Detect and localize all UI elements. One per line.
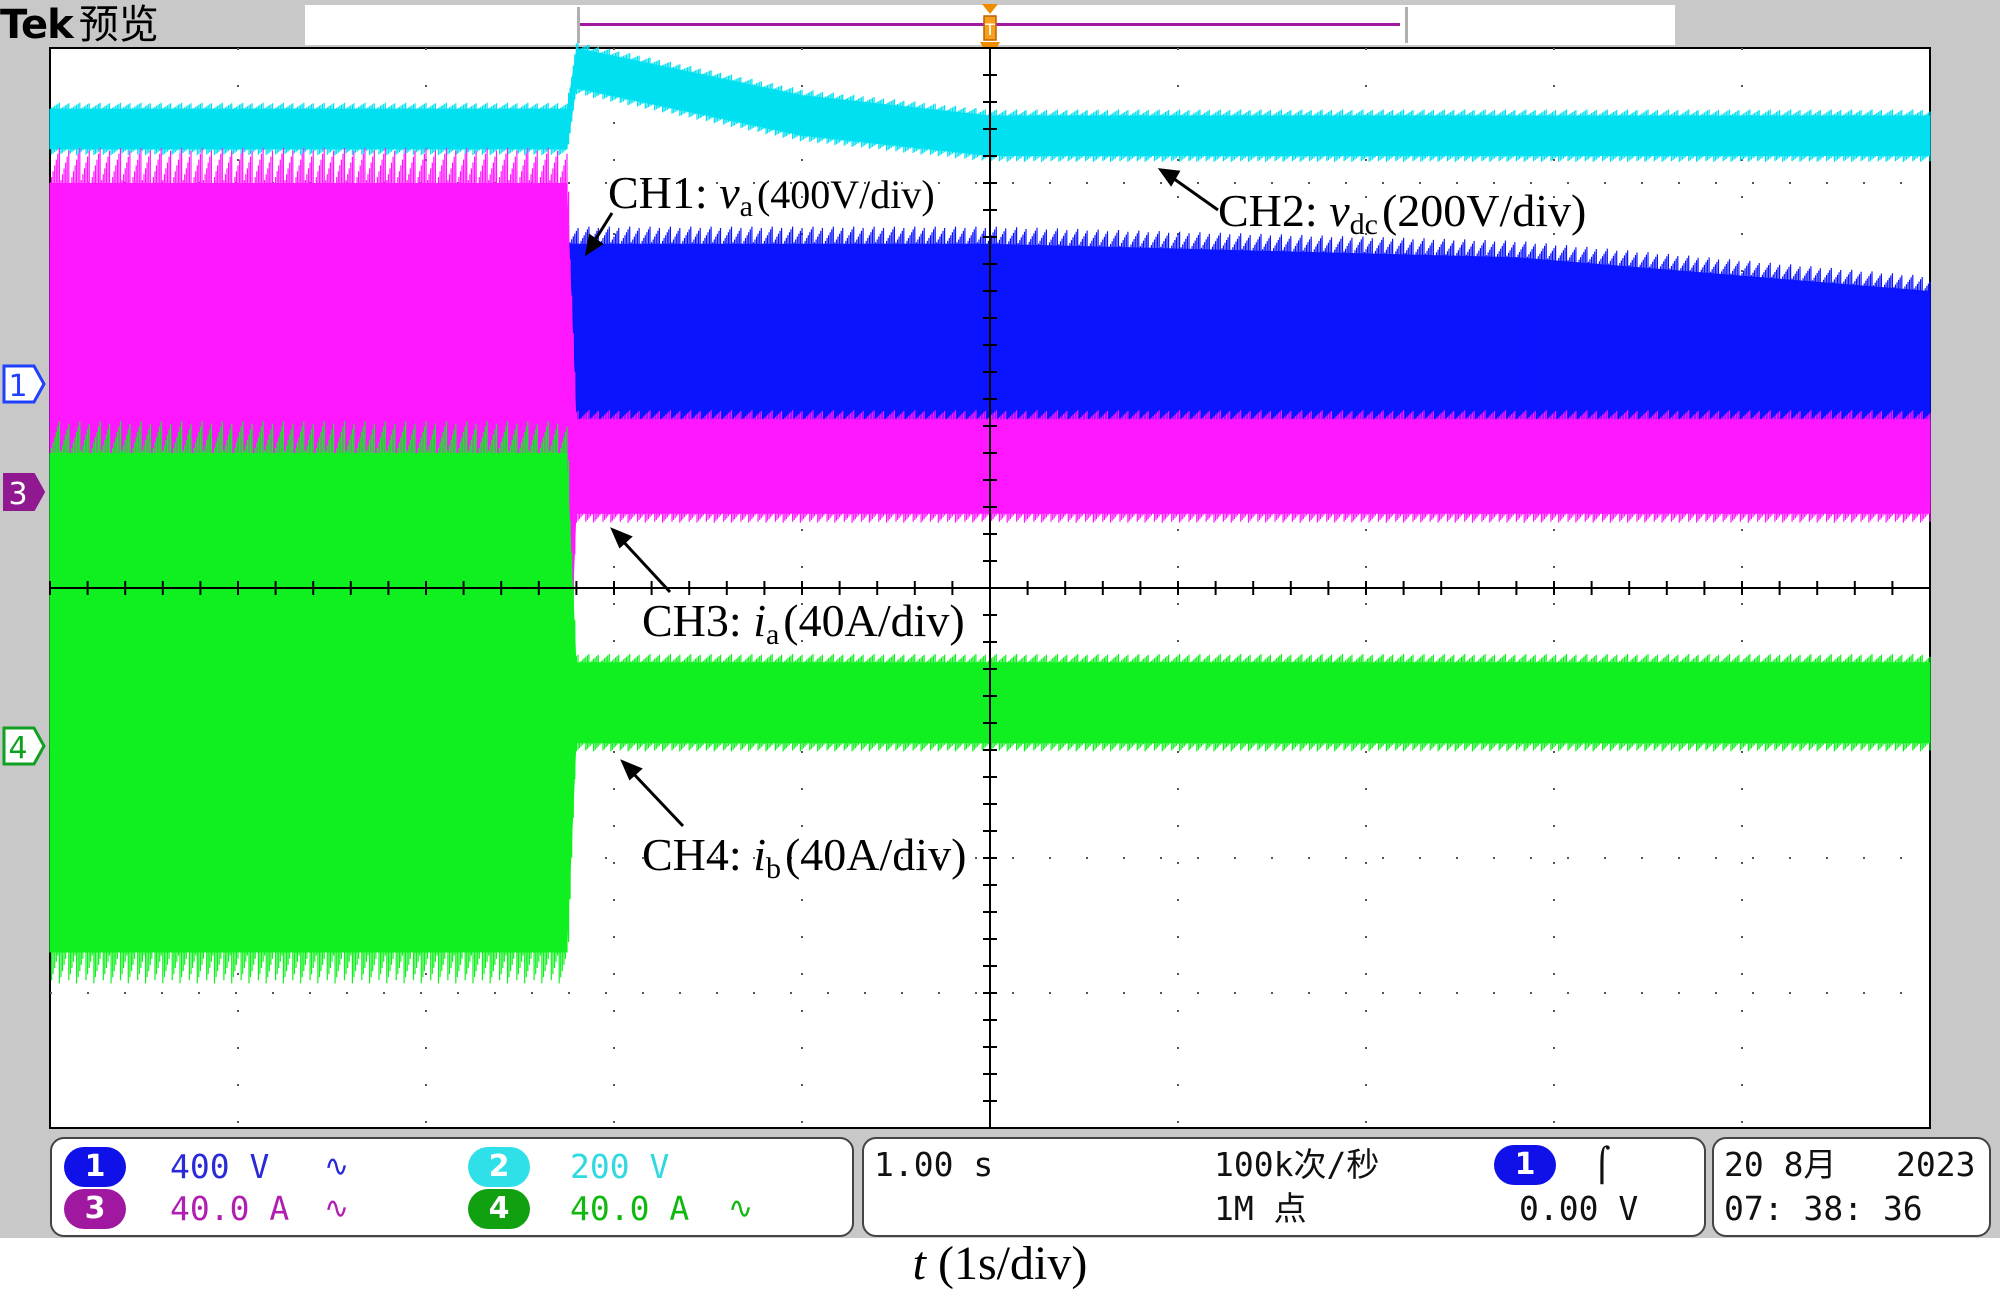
channel-marker-1[interactable]: 1	[2, 364, 46, 404]
ch3-arrowhead	[610, 527, 633, 549]
trace-4-spikes	[49, 421, 1931, 984]
trace-1	[49, 42, 1931, 162]
ch4-arrow	[628, 768, 685, 828]
x-axis-var: t	[912, 1237, 926, 1290]
ch3-annotation: CH3: ia(40A/div)	[642, 595, 965, 651]
ch1-annotation: CH1: va (400V/div)	[608, 167, 935, 223]
ch4-annotation: CH4: ib(40A/div)	[642, 829, 966, 885]
time-readout: 07: 38: 36	[1724, 1189, 1923, 1228]
ch2-arrowhead	[1157, 168, 1181, 187]
ch4-badge[interactable]: 4	[468, 1189, 530, 1229]
ch2-annotation: CH2: vdc(200V/div)	[1218, 185, 1586, 241]
trigger-slope-icon: ⌠	[1592, 1145, 1612, 1184]
channel-readout-panel: 1 400 V ∿ 2 200 V 3 40.0 A ∿ 4 40.0 A ∿	[50, 1137, 854, 1237]
horizontal-trigger-panel: 1.00 s 100k次/秒 1M 点 1 ⌠ 0.00 V	[862, 1137, 1706, 1237]
ch1-scale: 400 V	[170, 1147, 270, 1186]
year-readout: 2023	[1896, 1145, 1976, 1184]
ch2-arrow	[1169, 174, 1219, 212]
trigger-level-readout: 0.00 V	[1519, 1189, 1639, 1228]
date-readout: 20 8月	[1724, 1145, 1837, 1184]
annotation-arrows	[584, 168, 1219, 828]
ch1-coupling-icon: ∿	[324, 1149, 350, 1184]
ch3-coupling-icon: ∿	[324, 1191, 350, 1226]
tek-logo: Tek	[0, 2, 74, 48]
channel-marker-3-label: 3	[8, 477, 27, 512]
ch3-badge[interactable]: 3	[64, 1189, 126, 1229]
svg-text:T: T	[984, 20, 995, 39]
status-bar: 1 400 V ∿ 2 200 V 3 40.0 A ∿ 4 40.0 A ∿ …	[50, 1137, 1991, 1237]
ch2-badge[interactable]: 2	[468, 1147, 530, 1187]
channel-marker-1-label: 1	[8, 369, 27, 404]
datetime-panel: 20 8月 2023 07: 38: 36	[1712, 1137, 1991, 1237]
brand-header: Tek 预览	[0, 0, 159, 50]
record-view-window[interactable]	[577, 7, 1408, 43]
ch3-scale: 40.0 A	[170, 1189, 290, 1228]
timebase-readout: 1.00 s	[874, 1145, 994, 1184]
channel-marker-4[interactable]: 4	[2, 726, 46, 766]
center-axes	[49, 47, 1931, 1129]
sample-rate-readout: 100k次/秒	[1214, 1145, 1380, 1184]
channel-marker-4-label: 4	[8, 731, 27, 766]
ch2-scale: 200 V	[570, 1147, 670, 1186]
ch4-coupling-icon: ∿	[728, 1191, 754, 1226]
trigger-source-badge[interactable]: 1	[1494, 1145, 1556, 1185]
x-axis-unit: (1s/div)	[938, 1237, 1088, 1290]
mode-label: 预览	[78, 2, 159, 48]
ch4-scale: 40.0 A	[570, 1189, 690, 1228]
ch1-arrowhead	[584, 233, 604, 257]
record-length-readout: 1M 点	[1214, 1189, 1307, 1228]
ch1-badge[interactable]: 1	[64, 1147, 126, 1187]
ch3-arrow	[618, 536, 672, 594]
trace-1-spikes	[49, 42, 1931, 162]
x-axis-label: t (1s/div)	[0, 1236, 2000, 1292]
channel-marker-3[interactable]: 3	[3, 473, 46, 512]
ch4-arrowhead	[620, 759, 643, 781]
